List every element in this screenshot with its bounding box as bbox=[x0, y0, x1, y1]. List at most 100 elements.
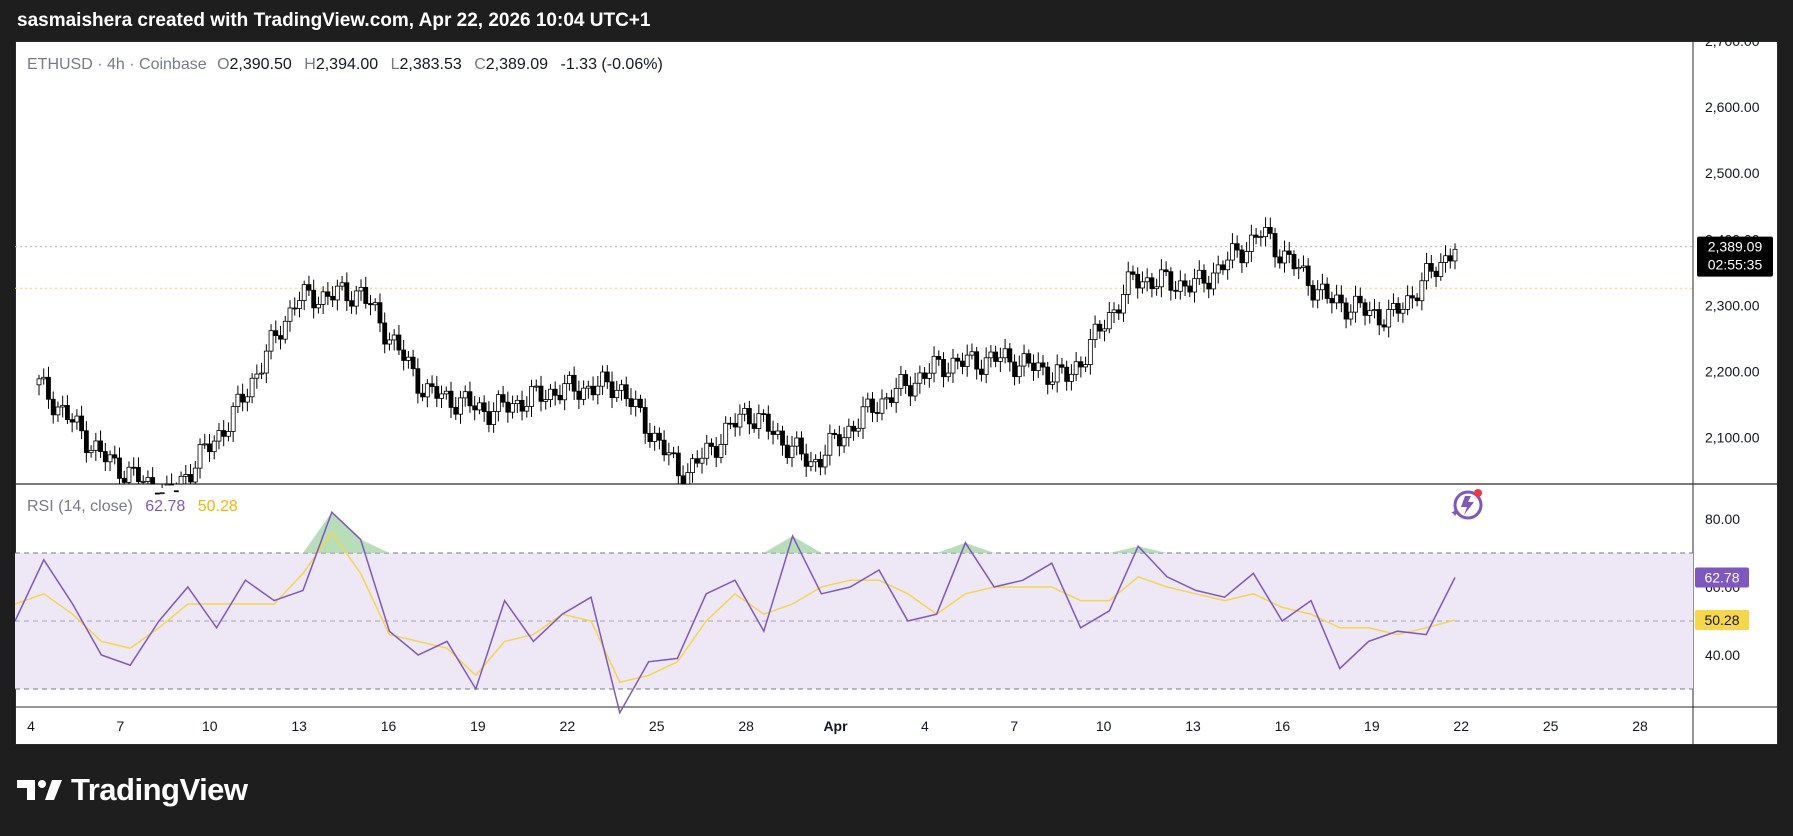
candle-body bbox=[1315, 289, 1321, 301]
candle-body bbox=[1362, 302, 1368, 316]
candle-body bbox=[495, 394, 501, 412]
candle-body bbox=[543, 399, 549, 402]
candle-body bbox=[1092, 323, 1098, 340]
candle-body bbox=[746, 408, 752, 425]
candle-body bbox=[55, 406, 61, 416]
candle-body bbox=[131, 466, 137, 469]
candle-body bbox=[841, 437, 847, 447]
candle-body bbox=[827, 432, 833, 456]
candle-body bbox=[889, 397, 894, 403]
candle-body bbox=[1125, 271, 1131, 295]
candle-body bbox=[1116, 309, 1122, 314]
candle-body bbox=[931, 355, 937, 374]
candle-body bbox=[1083, 364, 1089, 368]
tradingview-logo[interactable]: TradingView bbox=[17, 772, 248, 808]
price-tick-label: 2,600.00 bbox=[1705, 99, 1760, 115]
candle-body bbox=[1059, 364, 1065, 368]
candle-body bbox=[576, 390, 582, 400]
candle-body bbox=[259, 372, 264, 375]
time-tick-label: 28 bbox=[738, 718, 754, 734]
candle-body bbox=[1173, 289, 1178, 292]
candle-body bbox=[983, 357, 989, 375]
candle-body bbox=[306, 284, 312, 291]
candle-body bbox=[382, 322, 388, 345]
open-label: O bbox=[217, 56, 229, 73]
candle-body bbox=[1424, 263, 1429, 282]
candle-body bbox=[865, 398, 871, 408]
candle-body bbox=[1381, 324, 1387, 328]
candle-body bbox=[879, 398, 885, 414]
candle-body bbox=[988, 351, 994, 359]
high-label: H bbox=[304, 56, 316, 73]
candle-body bbox=[330, 295, 336, 301]
candle-body bbox=[666, 452, 672, 456]
candle-body bbox=[770, 430, 776, 435]
candle-body bbox=[401, 349, 407, 361]
candle-body bbox=[1428, 263, 1434, 272]
candle-body bbox=[519, 399, 525, 412]
candle-body bbox=[88, 449, 94, 454]
candle-body bbox=[1405, 295, 1411, 310]
brand-name: TradingView bbox=[71, 772, 248, 807]
candle-body bbox=[448, 390, 454, 408]
candle-body bbox=[1144, 277, 1150, 283]
candle-body bbox=[751, 423, 757, 429]
candle-body bbox=[60, 405, 66, 408]
rsi-label: RSI (14, close) bbox=[27, 498, 133, 515]
candle-body bbox=[514, 399, 520, 405]
candle-body bbox=[1258, 236, 1264, 239]
candle-body bbox=[74, 415, 80, 423]
time-tick-label: 19 bbox=[470, 718, 486, 734]
candle-body bbox=[907, 385, 913, 397]
time-tick-label: 28 bbox=[1632, 718, 1648, 734]
candle-body bbox=[1087, 339, 1093, 365]
candle-body bbox=[1225, 259, 1231, 271]
candle-body bbox=[301, 284, 307, 301]
candle-body bbox=[235, 393, 241, 408]
chart-canvas[interactable]: 2,100.002,200.002,300.002,400.002,500.00… bbox=[15, 41, 1778, 745]
candle-body bbox=[1244, 251, 1250, 264]
candle-body bbox=[765, 413, 771, 432]
candle-body bbox=[1192, 278, 1197, 293]
candle-body bbox=[368, 303, 373, 306]
candle-body bbox=[183, 474, 189, 477]
candle-body bbox=[1329, 298, 1335, 304]
candle-body bbox=[567, 374, 572, 385]
candle-body bbox=[1372, 309, 1377, 312]
candle-body bbox=[226, 431, 231, 437]
candle-body bbox=[1447, 255, 1453, 262]
candle-body bbox=[1400, 309, 1406, 314]
low-label: L bbox=[391, 56, 400, 73]
candle-body bbox=[112, 454, 118, 459]
candle-body bbox=[358, 287, 364, 292]
candle-body bbox=[538, 385, 544, 402]
candle-body bbox=[396, 334, 402, 351]
candle-body bbox=[439, 393, 444, 399]
candle-body bbox=[353, 290, 359, 307]
candle-body bbox=[713, 446, 719, 458]
candle-body bbox=[529, 386, 534, 407]
candle-body bbox=[363, 287, 369, 304]
candle-body bbox=[1391, 303, 1396, 310]
candle-body bbox=[1012, 361, 1017, 378]
candle-body bbox=[1106, 312, 1112, 330]
change-value: -1.33 (-0.06%) bbox=[561, 56, 663, 73]
candle-body bbox=[822, 454, 828, 468]
rsi-overbought-fill bbox=[15, 512, 1455, 553]
rsi-value: 62.78 bbox=[145, 498, 185, 515]
candle-body bbox=[1296, 267, 1302, 270]
candle-body bbox=[704, 442, 710, 459]
lightning-icon[interactable]: ✦ bbox=[1450, 489, 1483, 520]
candle-body bbox=[699, 457, 705, 464]
candle-body bbox=[188, 474, 193, 483]
candle-body bbox=[282, 320, 288, 340]
time-tick-label: 19 bbox=[1364, 718, 1380, 734]
candle-body bbox=[600, 371, 605, 387]
time-tick-label: 4 bbox=[27, 718, 35, 734]
candle-body bbox=[552, 388, 558, 396]
candle-body bbox=[1414, 297, 1420, 302]
candle-body bbox=[874, 412, 880, 414]
candle-body bbox=[83, 430, 89, 454]
candle-body bbox=[813, 459, 819, 463]
svg-text:✦: ✦ bbox=[1450, 506, 1460, 520]
